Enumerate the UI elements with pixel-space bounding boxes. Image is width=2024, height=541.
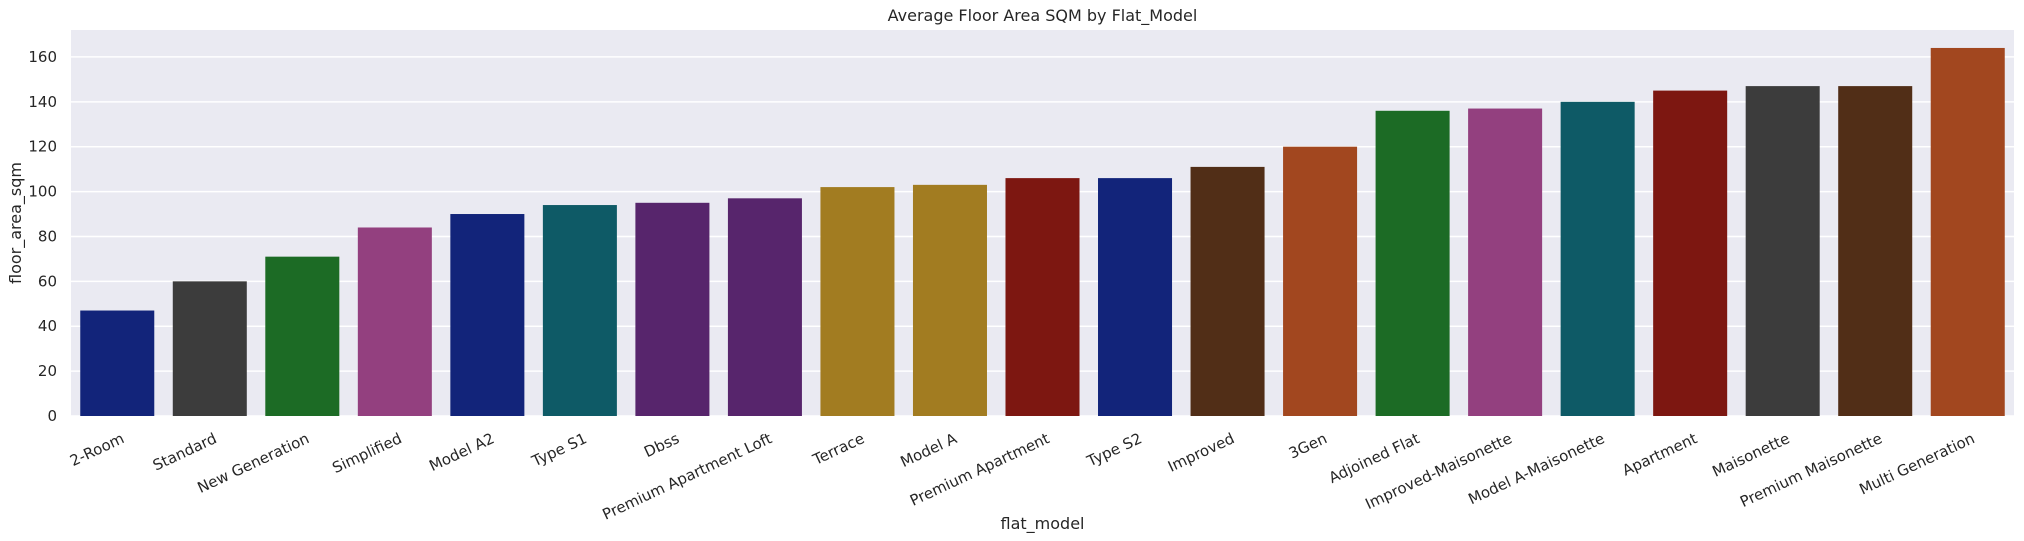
x-tick-label: Model A xyxy=(898,429,961,471)
x-tick-label: Model A2 xyxy=(426,429,497,475)
bar xyxy=(912,184,987,416)
bar xyxy=(1005,178,1080,416)
y-axis-label: floor_area_sqm xyxy=(6,162,26,284)
chart-title: Average Floor Area SQM by Flat_Model xyxy=(888,6,1198,26)
y-tick-label: 20 xyxy=(38,362,57,380)
x-tick-label: Type S1 xyxy=(528,429,589,470)
x-tick-label: Premium Apartment Loft xyxy=(600,429,775,523)
x-tick-label: Dbss xyxy=(641,429,682,461)
x-tick-label: Improved-Maisonette xyxy=(1363,429,1515,513)
bar xyxy=(542,205,617,416)
bar xyxy=(80,310,155,416)
bar xyxy=(1653,90,1728,417)
x-tick-label: Apartment xyxy=(1620,429,1700,479)
bar xyxy=(1098,178,1173,416)
x-tick-label: Simplified xyxy=(330,429,405,477)
bar xyxy=(1838,86,1913,417)
x-axis-label: flat_model xyxy=(1001,514,1085,534)
x-tick-label: Terrace xyxy=(809,429,867,469)
bar xyxy=(172,281,247,416)
y-tick-label: 0 xyxy=(47,407,57,425)
x-tick-label: Type S2 xyxy=(1083,429,1144,470)
x-tick-label: Improved xyxy=(1165,429,1237,475)
bars xyxy=(80,47,2005,417)
x-tick-label: Maisonette xyxy=(1710,429,1793,480)
bar xyxy=(1745,86,1820,417)
y-tick-label: 120 xyxy=(28,138,57,156)
y-tick-label: 160 xyxy=(28,48,57,66)
bar xyxy=(1560,101,1635,416)
bar xyxy=(727,198,802,416)
x-tick-label: Standard xyxy=(150,429,219,474)
y-tick-label: 80 xyxy=(38,227,57,245)
bar xyxy=(1375,110,1450,416)
bar xyxy=(1283,146,1358,416)
bar xyxy=(1190,166,1265,416)
bar xyxy=(820,187,895,416)
bar xyxy=(450,214,525,416)
bar xyxy=(357,227,432,416)
x-tick-label: 2-Room xyxy=(67,429,127,470)
y-tick-label: 60 xyxy=(38,272,57,290)
bar xyxy=(1468,108,1543,416)
y-axis-ticks: 0 20 40 60 80 100 120 140 160 xyxy=(28,48,57,425)
y-tick-label: 100 xyxy=(28,183,57,201)
bar xyxy=(1930,47,2005,416)
y-tick-label: 140 xyxy=(28,93,57,111)
bar xyxy=(265,256,340,416)
bar xyxy=(635,202,710,416)
y-tick-label: 40 xyxy=(38,317,57,335)
x-tick-label: 3Gen xyxy=(1286,429,1330,462)
